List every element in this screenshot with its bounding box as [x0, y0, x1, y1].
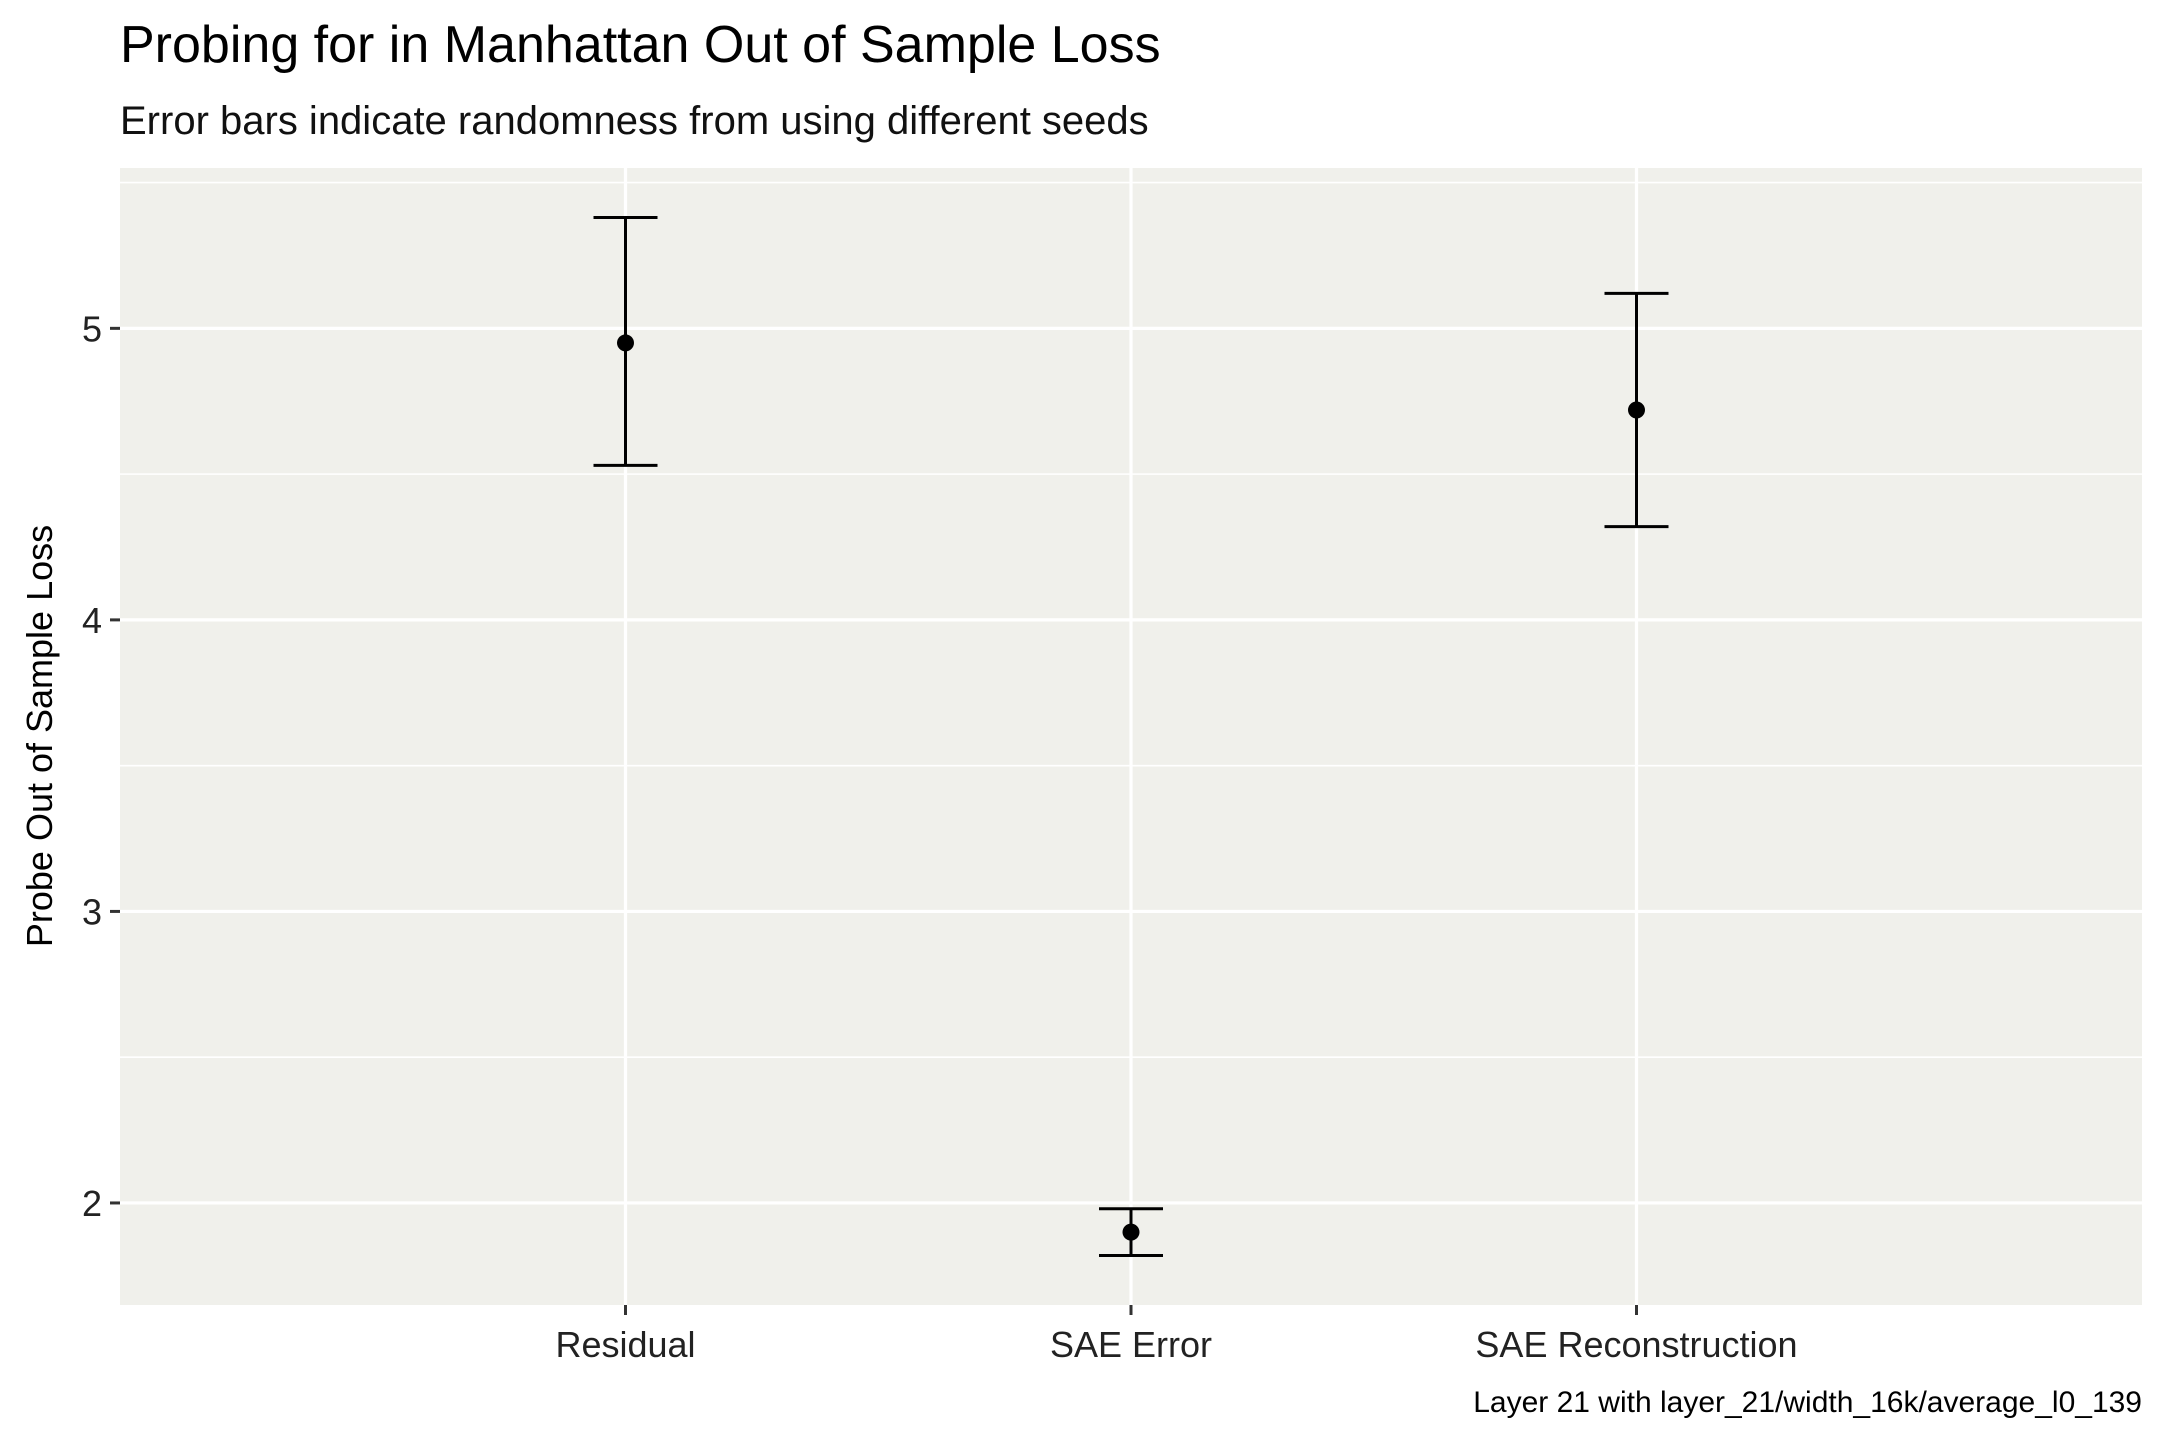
chart-subtitle: Error bars indicate randomness from usin…: [120, 99, 1149, 143]
error-bar: [1099, 1207, 1163, 1257]
y-tick-label: 3: [82, 891, 102, 932]
error-bar: [1604, 291, 1669, 529]
x-tick-label: Residual: [555, 1324, 695, 1365]
y-tick-label: 4: [82, 600, 102, 641]
y-tick-label: 5: [82, 308, 102, 349]
error-bar: [593, 216, 658, 467]
y-axis: 2 3 4 5: [82, 308, 120, 1224]
chart-title: Probing for in Manhattan Out of Sample L…: [120, 16, 1161, 74]
data-point: [617, 334, 634, 352]
x-tick-label: SAE Error: [1050, 1324, 1212, 1365]
y-axis-title: Probe Out of Sample Loss: [19, 525, 60, 947]
data-point: [1122, 1223, 1140, 1241]
data-point: [1628, 401, 1645, 419]
error-bar-marks: [593, 216, 1669, 1257]
x-tick-label: SAE Reconstruction: [1475, 1324, 1797, 1365]
x-axis: Residual SAE Error SAE Reconstruction: [555, 1305, 1798, 1365]
y-tick-label: 2: [82, 1183, 102, 1224]
chart-caption: Layer 21 with layer_21/width_16k/average…: [1473, 1386, 2142, 1419]
